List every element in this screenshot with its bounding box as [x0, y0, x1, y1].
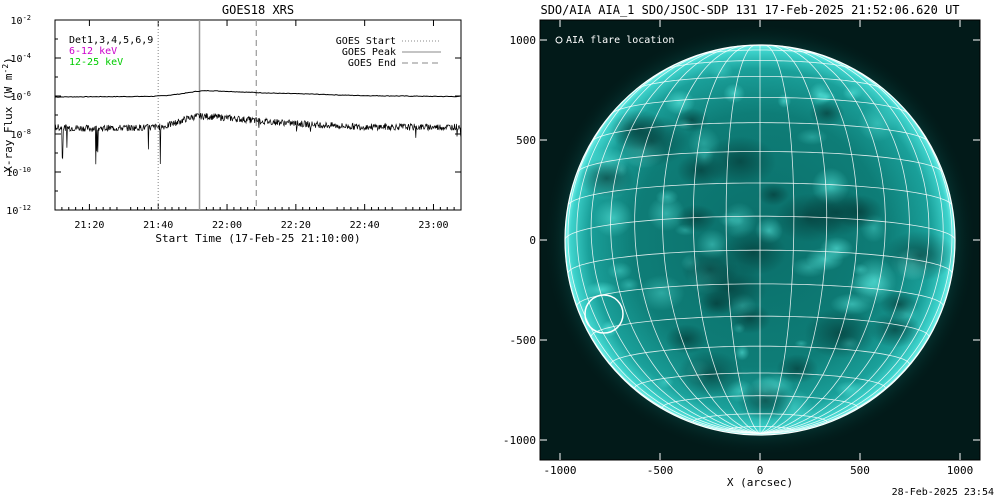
dark-region	[676, 204, 717, 233]
dark-region	[614, 114, 689, 167]
dark-region	[869, 311, 921, 348]
solar-texture	[578, 61, 956, 428]
y-tick-label: 10-6	[11, 90, 31, 103]
dark-region	[674, 108, 710, 133]
longitude-line	[567, 80, 761, 434]
legend-label: AIA flare location	[566, 35, 674, 46]
x-tick-label: 22:40	[350, 220, 380, 231]
longitude-line	[634, 45, 761, 434]
bright-region	[585, 281, 619, 299]
longitude-line	[759, 54, 944, 434]
x-tick-label: -500	[647, 464, 674, 477]
x-tick-label: -1000	[543, 464, 576, 477]
bright-region	[794, 339, 808, 348]
dark-region	[736, 380, 794, 421]
dark-region	[808, 100, 845, 126]
bright-region	[842, 85, 863, 101]
x-axis-label: Start Time (17-Feb-25 21:10:00)	[155, 232, 360, 245]
x-tick-label: 1000	[947, 464, 974, 477]
legend-circle-icon	[555, 36, 563, 44]
longitude-line	[759, 44, 828, 434]
y-tick-label: 10-8	[11, 128, 31, 141]
heliographic-grid	[564, 44, 956, 434]
dark-region	[883, 230, 956, 281]
legend-entry: GOES End	[348, 58, 396, 69]
longitude-line	[759, 45, 858, 434]
longitude-line	[759, 47, 910, 434]
longitude-line	[692, 44, 761, 434]
image-title: SDO/AIA AIA_1 SDO/JSOC-SDP 131 17-Feb-20…	[540, 3, 959, 17]
longitude-line	[759, 44, 795, 434]
limb-line	[564, 44, 956, 436]
dark-region	[757, 183, 790, 206]
flare-location-circle	[584, 294, 624, 334]
dark-region	[879, 290, 920, 319]
dark-region	[676, 153, 726, 188]
legend-entry: GOES Peak	[342, 47, 396, 58]
bright-region	[647, 195, 686, 232]
chart-title: GOES18 XRS	[222, 3, 294, 17]
aia-image-panel: SDO/AIA AIA_1 SDO/JSOC-SDP 131 17-Feb-20…	[503, 3, 981, 489]
bright-region	[790, 257, 828, 278]
annotation-label: 12-25 keV	[69, 57, 123, 68]
dark-region	[665, 324, 708, 354]
x-tick-label: 23:00	[418, 220, 448, 231]
longitude-line	[725, 44, 761, 434]
x-tick-label: 0	[757, 464, 764, 477]
bright-region	[655, 189, 679, 205]
y-tick-label: 500	[516, 134, 536, 147]
dark-region	[578, 158, 635, 198]
dark-region	[776, 354, 819, 384]
longitude-line	[576, 54, 761, 434]
bright-region	[846, 272, 892, 298]
dark-region	[693, 263, 767, 315]
longitude-line	[759, 48, 930, 434]
bright-region	[607, 262, 633, 280]
longitude-line	[759, 45, 886, 434]
bright-region	[796, 128, 828, 146]
y-tick-label: -1000	[503, 434, 536, 447]
y-tick-label: 10-10	[6, 166, 31, 179]
y-tick-label: 0	[529, 234, 536, 247]
y-tick-label: 10-2	[11, 14, 31, 27]
bright-region	[723, 83, 746, 104]
y-tick-label: -500	[510, 334, 537, 347]
dark-region	[775, 193, 845, 243]
series-line-0	[55, 89, 460, 98]
longitude-line	[662, 45, 761, 434]
bright-region	[708, 61, 734, 81]
x-axis-label: X (arcsec)	[727, 476, 793, 489]
bright-region	[857, 104, 898, 142]
longitude-line	[590, 48, 761, 434]
x-tick-label: 500	[850, 464, 870, 477]
annotation-label: 6-12 keV	[69, 46, 117, 57]
bright-region	[593, 199, 633, 237]
bright-region	[638, 275, 685, 311]
annotation-label: Det1,3,4,5,6,9	[69, 35, 153, 46]
x-tick-label: 21:20	[74, 220, 104, 231]
x-tick-label: 22:20	[281, 220, 311, 231]
bright-region	[777, 93, 792, 109]
y-tick-label: 10-4	[11, 52, 31, 65]
y-tick-label: 1000	[510, 34, 537, 47]
x-tick-label: 21:40	[143, 220, 173, 231]
footer-timestamp: 28-Feb-2025 23:54	[891, 487, 994, 498]
longitude-line	[759, 80, 953, 434]
legend-entry: GOES Start	[336, 36, 396, 47]
bright-region	[808, 82, 832, 107]
y-axis-label: X-ray Flux (W m-2)	[1, 57, 15, 173]
series-line-1	[55, 112, 461, 165]
x-tick-label: 22:00	[212, 220, 242, 231]
longitude-line	[610, 47, 761, 434]
y-tick-label: 10-12	[6, 204, 31, 217]
goes-xrs-chart: GOES18 XRS 10-2 10-4 10-6 10-8 10-10 10-12 21…	[1, 3, 462, 245]
bright-region	[734, 344, 750, 361]
bright-region	[619, 277, 639, 293]
